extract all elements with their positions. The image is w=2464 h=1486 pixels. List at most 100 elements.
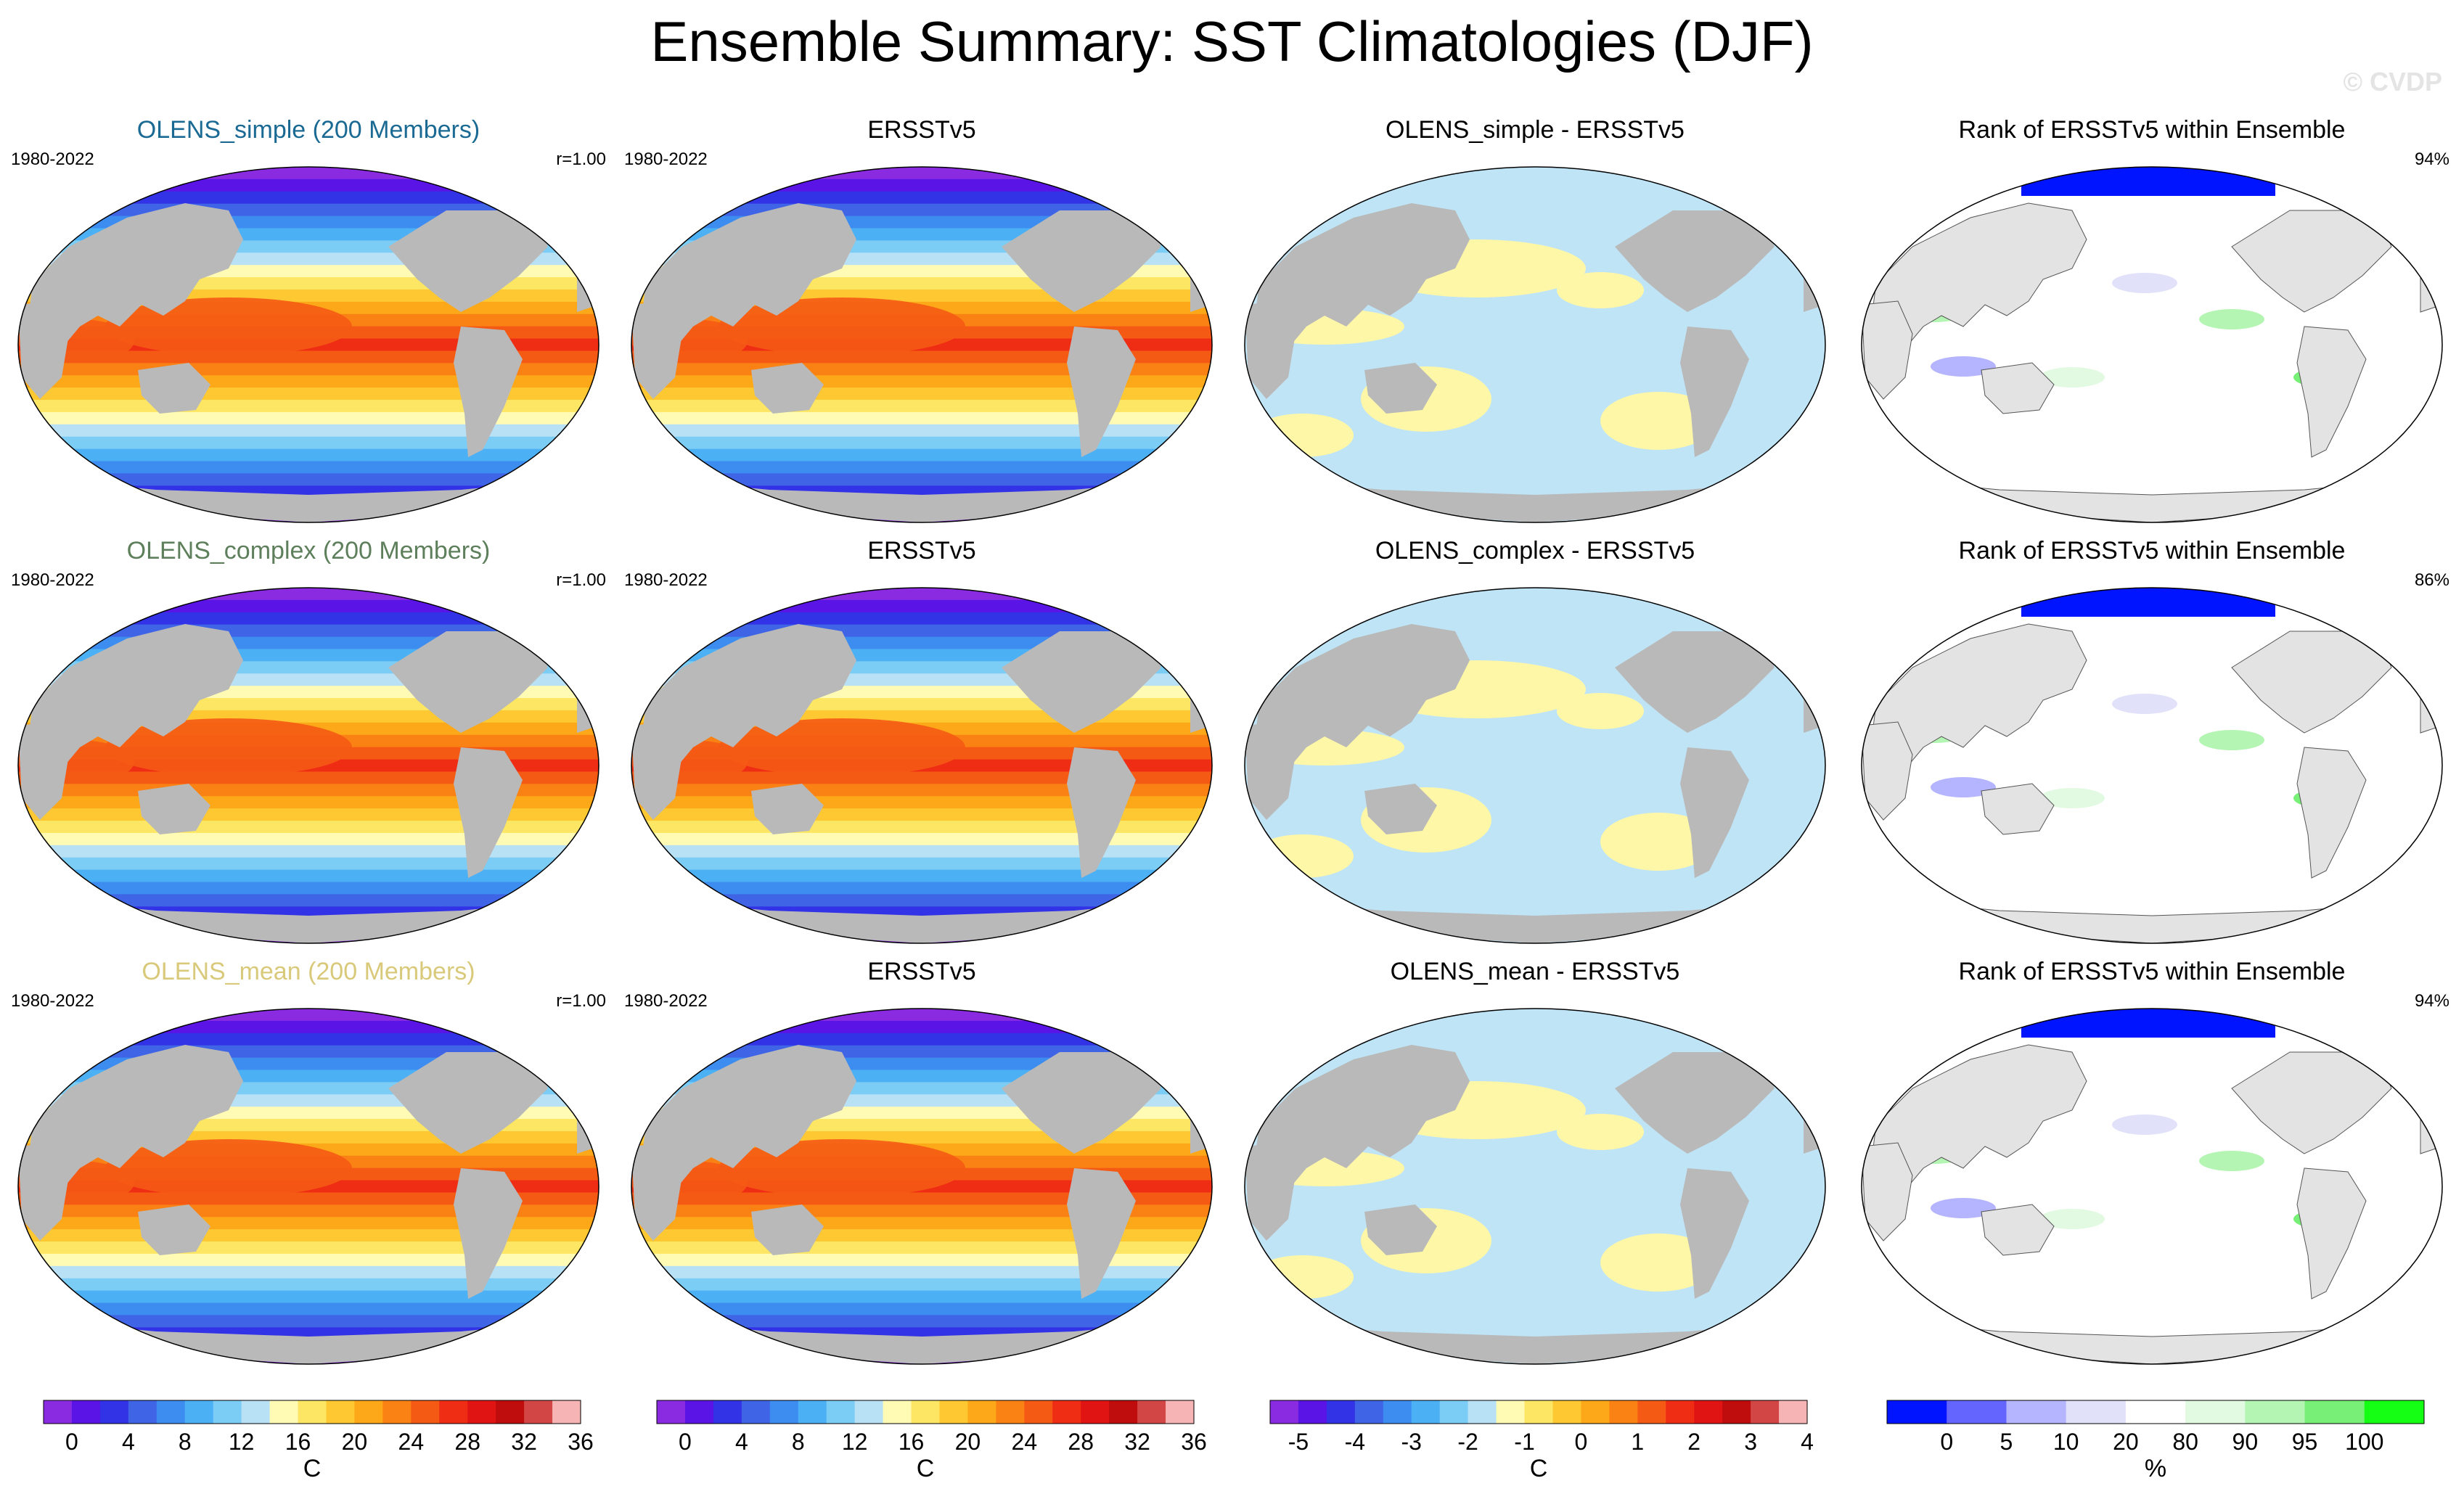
colorbar-swatch: [241, 1400, 271, 1424]
sst-band: [18, 1009, 599, 1022]
map-field: [18, 167, 599, 522]
map-field: [1862, 167, 2442, 522]
sst-band: [631, 1217, 1212, 1231]
colorbar-tick-label: 0: [679, 1429, 692, 1455]
sst-map-obs-3: [631, 1008, 1213, 1365]
land-africa: [1245, 722, 1296, 820]
land-asia: [1868, 202, 2087, 356]
colorbar-swatch: [1947, 1400, 2007, 1424]
rank-field: [1862, 588, 2442, 943]
sst-band: [18, 448, 599, 462]
obs-title: ERSSTv5: [867, 537, 976, 565]
sst-band: [631, 424, 1212, 438]
rank-patch: [2112, 694, 2177, 714]
rank-field: [1862, 167, 2442, 522]
land-south-america: [454, 1168, 523, 1299]
colorbar-swatch: [1468, 1400, 1497, 1424]
land-australia: [751, 363, 824, 414]
colorbar-tick-label: -2: [1457, 1429, 1478, 1455]
sst-band: [631, 796, 1212, 810]
warm-pool: [719, 718, 965, 776]
colorbar-tick-label: 28: [454, 1429, 480, 1455]
colorbar-swatch: [128, 1400, 157, 1424]
land-asia: [1868, 1044, 2087, 1198]
land-australia: [1364, 784, 1437, 834]
sst-map-obs-2: [631, 587, 1213, 944]
colorbar-swatch: [1109, 1400, 1138, 1424]
sst-band: [631, 771, 1212, 785]
map-outline: [17, 587, 599, 944]
rank-patch: [1931, 777, 1996, 797]
colorbar-tick-label: 8: [179, 1429, 192, 1455]
map-outline: [631, 587, 1213, 944]
sst-band: [631, 473, 1212, 487]
colorbar-swatch: [326, 1400, 355, 1424]
colorbar-tick-label: 4: [1801, 1429, 1814, 1455]
colorbar-tick-label: 36: [568, 1429, 594, 1455]
colorbar-swatch: [967, 1400, 996, 1424]
sst-band: [18, 832, 599, 846]
years-label: 1980-2022: [11, 570, 94, 590]
sst-band: [18, 612, 599, 625]
colorbar-swatch: [1270, 1400, 1299, 1424]
correlation-label: r=1.00: [556, 149, 606, 169]
land-north-america: [2231, 210, 2392, 313]
colorbar-sst-model: 0 4 8 12 16 20 24 28 32 36 C: [29, 1386, 624, 1480]
diff-map-mean: [1244, 1008, 1826, 1365]
colorbar-tick-label: 32: [511, 1429, 537, 1455]
colorbar-frame: [1269, 1400, 1808, 1424]
sst-band: [18, 1241, 599, 1255]
colorbar-swatch: [552, 1400, 581, 1424]
diff-map-simple: [1244, 166, 1826, 523]
land-africa: [1245, 301, 1296, 399]
land-europe: [2420, 667, 2442, 734]
sst-band: [18, 1045, 599, 1059]
sst-band: [18, 1315, 599, 1329]
sst-band: [631, 612, 1212, 625]
colorbar-diff-svg: -5-4-3-2-1012345C: [1269, 1400, 1814, 1480]
model-title-simple: OLENS_simple (200 Members): [136, 116, 480, 144]
map-field: [1862, 1009, 2442, 1364]
land-asia: [1252, 624, 1470, 776]
diff-positive-region: [1600, 813, 1716, 871]
sst-band: [18, 821, 599, 834]
colorbar-swatch: [2364, 1400, 2425, 1424]
land-europe: [577, 247, 599, 312]
land-south-america: [2296, 747, 2367, 879]
land-australia: [751, 1204, 824, 1255]
years-label: 1980-2022: [11, 991, 94, 1011]
land-south-america: [454, 747, 523, 878]
colorbar-unit: C: [1530, 1455, 1548, 1480]
panel-diff-mean: OLENS_mean - ERSSTv5: [1237, 958, 1833, 1371]
rank-percent-label: 86%: [2414, 570, 2449, 590]
colorbar-tick-label: 10: [2053, 1429, 2079, 1455]
sst-band: [18, 191, 599, 205]
panel-obs-3: ERSSTv5 1980-2022: [624, 958, 1219, 1371]
colorbar-unit: %: [2145, 1455, 2166, 1480]
land-australia: [1981, 783, 2055, 835]
colorbar-unit: C: [303, 1455, 322, 1480]
land-australia: [751, 784, 824, 834]
land-europe: [2420, 1088, 2442, 1154]
rank-low-region: [2021, 167, 2275, 196]
land-europe: [2420, 246, 2442, 313]
sst-band: [18, 411, 599, 425]
land-australia: [1364, 1204, 1437, 1255]
colorbar-tick-label: 12: [842, 1429, 868, 1455]
sst-band: [631, 1229, 1212, 1243]
colorbar-tick-label: 4: [122, 1429, 135, 1455]
colorbar-swatch: [1137, 1400, 1166, 1424]
sst-band: [631, 821, 1212, 834]
colorbar-tick-label: 5: [2000, 1429, 2013, 1455]
colorbar-swatch: [1326, 1400, 1356, 1424]
colorbar-sst-model-svg: 0 4 8 12 16 20 24 28 32 36 C: [43, 1400, 594, 1480]
correlation-label: r=1.00: [556, 570, 606, 590]
land-north-america: [2231, 1051, 2392, 1154]
colorbar-swatch: [1496, 1400, 1526, 1424]
land-europe: [1190, 668, 1212, 733]
warm-pool: [105, 718, 352, 776]
colorbar-tick-label: 16: [899, 1429, 925, 1455]
warm-pool: [105, 1139, 352, 1197]
colorbar-swatch: [826, 1400, 856, 1424]
diff-map-complex: [1244, 587, 1826, 944]
